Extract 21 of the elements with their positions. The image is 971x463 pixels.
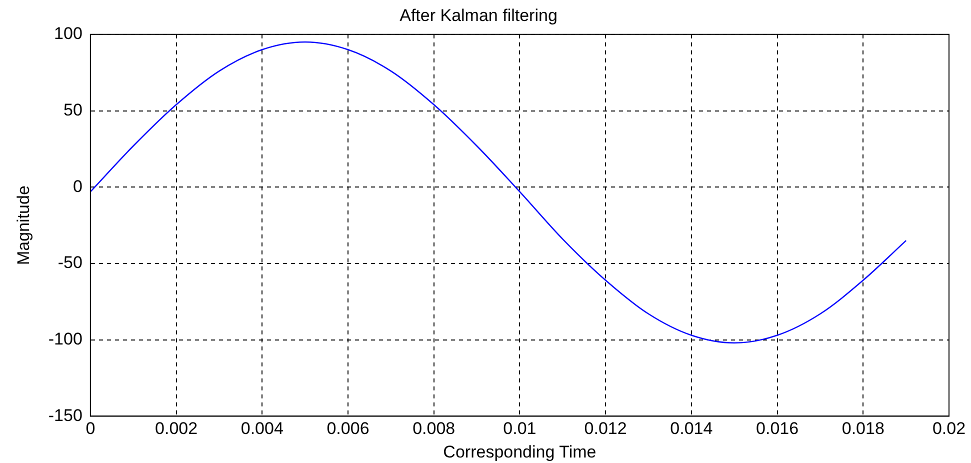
x-tick-label: 0.02	[932, 419, 966, 438]
x-tick-label: 0.01	[503, 419, 536, 438]
x-tick-label: 0.016	[756, 419, 799, 438]
x-tick-label: 0.008	[412, 419, 456, 438]
x-tick-label: 0.002	[155, 419, 198, 438]
y-tick-label: -100	[48, 330, 82, 349]
y-tick-label: 0	[72, 176, 82, 196]
line-series	[90, 41, 907, 344]
y-tick-label: -150	[48, 406, 82, 425]
chart-title: After Kalman filtering	[400, 6, 558, 25]
x-tick-label: 0.014	[670, 419, 713, 438]
y-axis-title: Magnitude	[14, 186, 33, 265]
x-tick-label: 0	[86, 419, 96, 438]
y-tick-label: 50	[64, 100, 82, 120]
x-tick-label: 0.004	[240, 419, 284, 438]
x-tick-label: 0.006	[326, 419, 370, 438]
y-tick-label: -50	[58, 253, 82, 272]
x-axis-title: Corresponding Time	[443, 442, 596, 462]
x-tick-label: 0.018	[842, 419, 884, 438]
x-tick-label: 0.012	[584, 419, 627, 438]
y-tick-label: 100	[54, 24, 82, 44]
